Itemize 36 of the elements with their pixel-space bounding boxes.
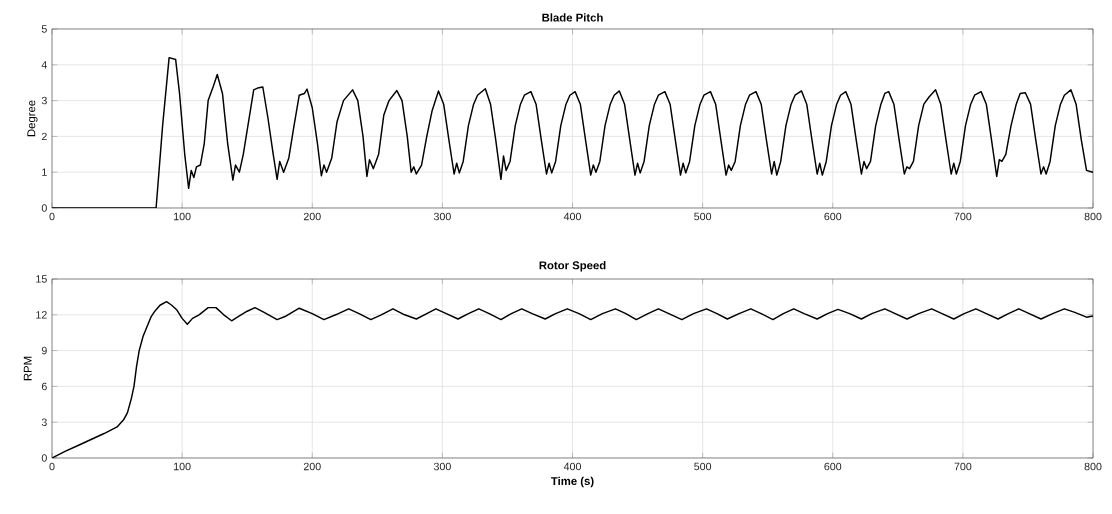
x-tick-label: 100 <box>174 212 191 221</box>
y-tick-label: 2 <box>41 132 47 141</box>
y-tick-label: 15 <box>36 275 47 283</box>
y-tick-label: 4 <box>41 61 47 69</box>
x-tick-label: 500 <box>694 212 712 221</box>
x-tick-label: 300 <box>433 462 451 471</box>
y-tick-label: 3 <box>41 418 47 426</box>
y-tick-label: 5 <box>41 25 47 33</box>
y-axis-title: RPM <box>23 356 32 381</box>
chart-title: Rotor Speed <box>539 261 606 272</box>
x-tick-label: 700 <box>954 462 972 471</box>
x-tick-label: 0 <box>49 462 55 471</box>
x-tick-label: 500 <box>694 462 712 471</box>
x-tick-label: 200 <box>303 212 321 221</box>
x-tick-label: 400 <box>563 462 581 471</box>
x-tick-label: 700 <box>954 212 972 221</box>
y-tick-label: 0 <box>41 204 47 212</box>
x-tick-label: 200 <box>303 462 321 471</box>
y-tick-label: 12 <box>36 311 47 319</box>
x-tick-label: 0 <box>49 212 55 221</box>
y-tick-label: 0 <box>41 454 47 462</box>
y-tick-label: 3 <box>41 96 47 105</box>
y-tick-label: 9 <box>41 346 47 355</box>
x-tick-label: 100 <box>174 462 191 471</box>
y-axis-title: Degree <box>27 100 38 137</box>
y-tick-label: 1 <box>42 168 47 176</box>
x-tick-label: 400 <box>563 212 581 221</box>
x-tick-label: 600 <box>824 462 842 471</box>
line-series <box>52 300 1094 458</box>
x-tick-label: 600 <box>824 212 842 221</box>
x-tick-label: 300 <box>433 212 451 221</box>
x-tick-label: 800 <box>1084 462 1102 471</box>
chart-title: Blade Pitch <box>542 13 603 22</box>
x-axis-title: Time (s) <box>551 476 594 488</box>
x-tick-label: 800 <box>1084 212 1102 221</box>
y-tick-label: 6 <box>41 382 47 391</box>
